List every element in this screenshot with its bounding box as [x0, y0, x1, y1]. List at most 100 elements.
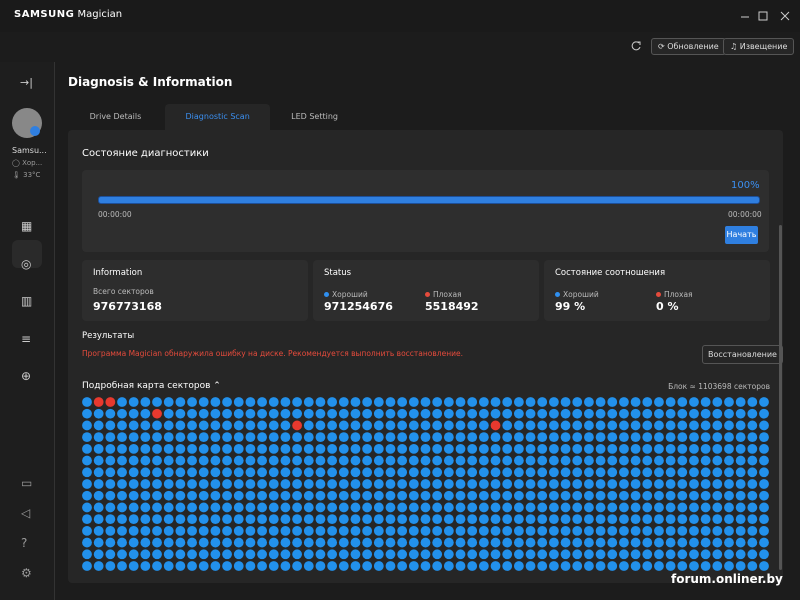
good-block — [560, 479, 571, 489]
good-block — [210, 502, 221, 513]
good-block — [233, 455, 244, 466]
good-block — [467, 502, 478, 513]
good-block — [712, 549, 723, 560]
good-block — [712, 502, 723, 513]
good-block — [128, 561, 139, 571]
start-button[interactable]: Начать — [725, 226, 758, 244]
good-block — [210, 432, 221, 443]
good-block — [548, 490, 559, 501]
good-block — [537, 420, 548, 431]
good-block — [315, 467, 326, 478]
good-block — [677, 420, 688, 431]
good-block — [584, 432, 594, 443]
good-block — [362, 537, 373, 548]
good-block — [502, 420, 513, 431]
good-block — [280, 490, 291, 501]
map-header[interactable]: Подробная карта секторов ⌃ — [82, 381, 221, 391]
good-block — [303, 443, 314, 454]
good-block — [128, 467, 139, 478]
collapse-icon[interactable]: →| — [20, 76, 33, 89]
good-block — [117, 408, 127, 419]
results-title: Результаты — [82, 331, 135, 341]
good-block — [93, 420, 104, 431]
good-block — [665, 408, 676, 419]
good-block — [677, 455, 688, 466]
good-block — [537, 502, 548, 513]
good-block — [140, 525, 151, 536]
good-block — [560, 561, 571, 571]
good-block — [93, 479, 104, 489]
good-block — [350, 490, 361, 501]
good-block — [373, 514, 384, 525]
good-block — [467, 479, 478, 489]
good-block — [548, 502, 559, 513]
good-block — [525, 490, 536, 501]
good-label: Хороший — [555, 290, 599, 299]
good-block — [420, 408, 431, 419]
good-block — [420, 432, 431, 443]
good-block — [420, 490, 431, 501]
good-block — [525, 443, 536, 454]
good-block — [584, 408, 594, 419]
good-block — [759, 420, 769, 431]
good-block — [689, 420, 699, 431]
good-block — [548, 549, 559, 560]
good-block — [93, 514, 104, 525]
good-block — [525, 525, 536, 536]
repair-button[interactable]: Восстановление — [702, 345, 783, 364]
good-block — [642, 432, 653, 443]
good-block — [689, 561, 699, 571]
good-block — [385, 443, 396, 454]
tab[interactable]: Diagnostic Scan — [164, 104, 271, 130]
good-block — [478, 467, 489, 478]
tab[interactable]: LED Setting — [291, 112, 338, 121]
good-block — [82, 467, 92, 478]
legend-dot — [425, 292, 430, 297]
good-block — [630, 467, 641, 478]
good-block — [327, 525, 338, 536]
good-block — [700, 467, 711, 478]
good-block — [420, 455, 431, 466]
nav-icons[interactable]: ▦ ◎ ▥ ≡ ⊕ — [21, 219, 33, 383]
scrollbar[interactable] — [779, 225, 782, 570]
good-block — [619, 537, 629, 548]
window-controls[interactable] — [735, 8, 795, 24]
good-block — [548, 479, 559, 489]
good-block — [175, 561, 186, 571]
good-block — [665, 432, 676, 443]
good-block — [502, 432, 513, 443]
block-note: Блок ≈ 1103698 секторов — [668, 382, 770, 391]
good-block — [268, 514, 279, 525]
bottom-icons[interactable]: ▭ ◁? ⚙ — [21, 476, 33, 580]
update-button[interactable]: ⟳ Обновление — [651, 38, 726, 55]
good-block — [478, 525, 489, 536]
good-block — [350, 502, 361, 513]
good-block — [537, 561, 548, 571]
app-name: Magician — [77, 9, 123, 20]
good-block — [467, 432, 478, 443]
good-block — [152, 432, 162, 443]
good-block — [467, 525, 478, 536]
good-block — [689, 479, 699, 489]
bad-label: Плохая — [425, 290, 462, 299]
good-block — [257, 561, 267, 571]
good-block — [525, 408, 536, 419]
good-block — [373, 502, 384, 513]
good-block — [222, 397, 232, 407]
good-block — [128, 397, 139, 407]
good-block — [93, 443, 104, 454]
good-block — [455, 443, 466, 454]
good-block — [187, 514, 197, 525]
good-block — [560, 397, 571, 407]
good-block — [467, 490, 478, 501]
good-block — [257, 525, 267, 536]
good-block — [654, 420, 664, 431]
tab[interactable]: Drive Details — [89, 112, 142, 121]
good-block — [187, 490, 197, 501]
good-block — [619, 549, 629, 560]
good-block — [82, 514, 92, 525]
good-block — [525, 432, 536, 443]
good-block — [525, 420, 536, 431]
notice-button[interactable]: ♫ Извещение — [723, 38, 795, 55]
refresh-icon[interactable] — [630, 40, 642, 52]
